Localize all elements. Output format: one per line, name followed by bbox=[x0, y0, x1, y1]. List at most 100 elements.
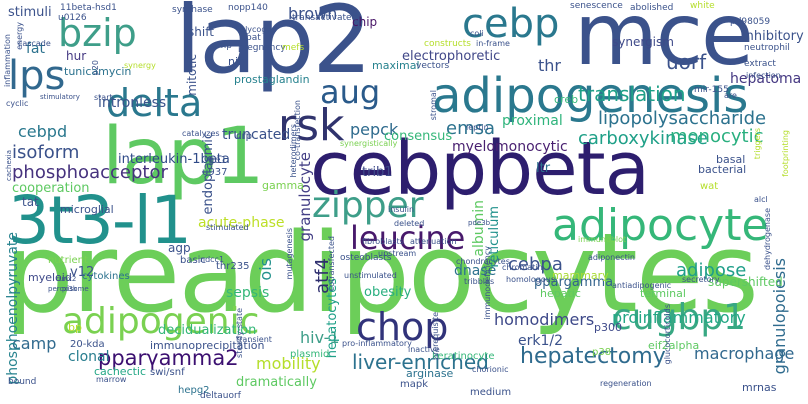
word: myelomonocytic bbox=[452, 139, 568, 155]
word: basal bbox=[716, 153, 746, 166]
word: adipogenic bbox=[62, 301, 260, 342]
word: lipopolysaccharide bbox=[598, 108, 767, 129]
word: alcl bbox=[754, 195, 768, 204]
word: agp bbox=[168, 241, 191, 255]
word: cebpa bbox=[508, 254, 563, 275]
word: vectors bbox=[416, 61, 450, 71]
word: neutrophil bbox=[744, 43, 790, 53]
word: mefs bbox=[282, 43, 305, 53]
word: glucocorticoids bbox=[663, 304, 672, 365]
word: 11beta-hsd1 bbox=[60, 3, 117, 13]
word: mce bbox=[574, 0, 754, 85]
word: insulin bbox=[388, 205, 415, 214]
word: white bbox=[690, 1, 715, 11]
word: chorionic bbox=[472, 365, 509, 374]
word: medium bbox=[470, 387, 512, 398]
word: cebp bbox=[462, 1, 560, 47]
word: keratinocyte bbox=[432, 351, 495, 362]
word: regeneration bbox=[600, 379, 652, 388]
word: ndcc1 bbox=[200, 255, 225, 264]
word: p300 bbox=[594, 321, 622, 334]
word: bacterial bbox=[698, 163, 747, 176]
word: translation bbox=[578, 82, 686, 106]
word: catalyzes bbox=[182, 129, 220, 138]
word: shift bbox=[188, 25, 214, 39]
word: tribbles bbox=[464, 277, 495, 286]
word: v12 bbox=[70, 265, 95, 280]
word: hiv-1 bbox=[300, 328, 340, 347]
word: aug bbox=[320, 73, 381, 111]
word: cachexia bbox=[5, 150, 13, 181]
word: cotransfected bbox=[327, 236, 336, 292]
word: ltr bbox=[536, 161, 551, 176]
word: truncated bbox=[222, 127, 291, 143]
word: supershifted bbox=[708, 275, 783, 289]
word: crp bbox=[236, 131, 252, 142]
word: ois bbox=[256, 258, 275, 281]
word: u937 bbox=[202, 167, 228, 178]
word: mammary bbox=[552, 269, 609, 282]
word: maximal bbox=[372, 59, 420, 72]
word: transactivated bbox=[292, 13, 358, 23]
word: mobility bbox=[256, 354, 321, 373]
word: pparγamma2 bbox=[98, 346, 239, 370]
word: electrophoretic bbox=[402, 49, 501, 64]
word: u0126 bbox=[58, 13, 87, 23]
word: nutrient bbox=[48, 255, 88, 266]
word: unstimulated bbox=[344, 271, 397, 280]
word: arginase bbox=[406, 367, 454, 380]
word: cytokines bbox=[82, 271, 130, 282]
word: pregnancy bbox=[238, 43, 286, 53]
word: pi3k bbox=[62, 285, 77, 293]
word: amp bbox=[212, 41, 232, 51]
word: trib1 bbox=[362, 165, 393, 180]
word: in-frame bbox=[476, 39, 510, 48]
word: terminal bbox=[640, 287, 686, 300]
word: pd98059 bbox=[730, 17, 771, 27]
word: dramatically bbox=[236, 375, 317, 390]
word: gamma bbox=[262, 179, 304, 192]
word: coli bbox=[470, 29, 484, 38]
word: swi/snf bbox=[150, 367, 185, 378]
word: glycogen bbox=[240, 25, 277, 34]
word: synergism bbox=[612, 35, 674, 49]
word: nopp140 bbox=[228, 3, 268, 13]
word: extract bbox=[744, 59, 776, 69]
word: tat bbox=[22, 195, 39, 209]
word: prerequisite bbox=[431, 312, 440, 360]
word: brown bbox=[288, 4, 338, 23]
word: proinflammatory bbox=[612, 308, 746, 327]
word: cebpbeta bbox=[310, 126, 650, 212]
word: runx2 bbox=[56, 275, 77, 283]
word: cachectic bbox=[94, 365, 147, 378]
word: cebpd bbox=[18, 122, 68, 141]
word: hepatoma bbox=[730, 71, 802, 87]
word: adipocyte bbox=[552, 200, 769, 251]
word: microglial bbox=[60, 203, 114, 216]
word: hepg2 bbox=[178, 385, 210, 396]
word: basic bbox=[180, 255, 206, 266]
word: are bbox=[724, 91, 737, 100]
word: synthase bbox=[172, 5, 213, 15]
word: bp bbox=[68, 321, 82, 334]
word: immunoprecipitation bbox=[150, 339, 265, 352]
word: p20 bbox=[91, 60, 100, 76]
word: camp bbox=[12, 334, 57, 353]
word: heterodimers bbox=[289, 124, 298, 178]
word: stimulated bbox=[206, 223, 249, 232]
word: liver-enriched bbox=[352, 350, 489, 374]
word: bound bbox=[8, 377, 37, 387]
word: transient bbox=[236, 335, 272, 344]
word: mutagenesis bbox=[285, 228, 294, 280]
word: abolished bbox=[630, 3, 674, 13]
word: lap1 bbox=[102, 112, 265, 202]
word: prostaglandin bbox=[234, 73, 310, 86]
word: chondrocytes bbox=[456, 257, 510, 266]
word: acute-phase bbox=[198, 215, 285, 231]
word: hur bbox=[66, 49, 87, 63]
word: rsk bbox=[278, 100, 345, 151]
word: thr235 bbox=[216, 261, 250, 272]
word: upstream bbox=[378, 249, 417, 258]
word: immunodeficiency bbox=[483, 246, 492, 320]
